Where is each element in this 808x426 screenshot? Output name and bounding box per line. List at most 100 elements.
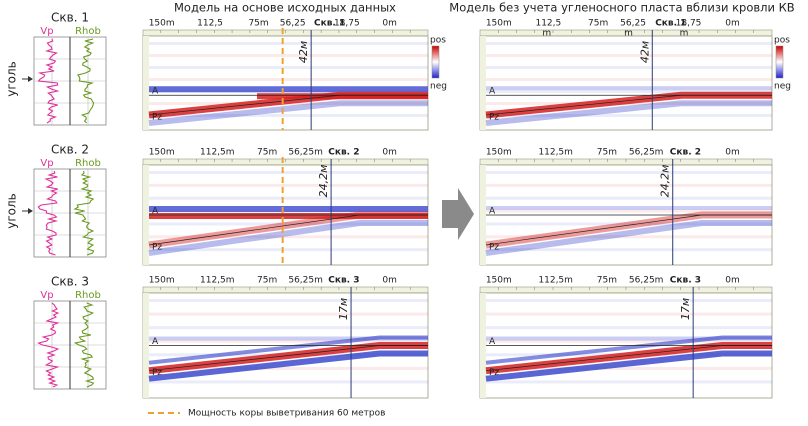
panel-side [480,36,486,130]
panel-side [143,293,149,398]
seismic-band [486,86,772,90]
axis-label: 75m [588,19,608,29]
panel-side [480,165,486,265]
axis-label: 112,5m [200,276,235,286]
rhob-label: Rhob [75,290,101,301]
well-name: Скв. 1 [51,11,89,25]
seismic-stripe [149,184,428,187]
axis-label: 112,5m [538,148,573,158]
axis-label: 56,25m [288,276,323,286]
vp-label: Vp [40,26,53,37]
horizon-label: A [152,207,159,217]
axis-label: 150m [149,276,175,286]
panel-side [143,165,149,265]
axis-label: 0m [382,148,397,158]
axis-label: 75m [248,19,268,29]
seismic-stripe [486,78,772,81]
seismic-panel: APz42м150m112,575m56,25Скв. 118,750mposn… [143,19,447,131]
thickness-label: 42м [638,41,651,63]
unit-mark: m [680,29,689,39]
seismic-stripe [486,326,772,329]
seismic-stripe [149,54,428,57]
seismic-stripe [486,171,772,174]
horizon-label: A [489,87,496,97]
horizon-label: Pz [152,112,162,122]
axis-label: 18,75 [676,19,702,29]
coal-label: уголь [5,193,19,229]
horizon-label: A [152,337,159,347]
axis-label: 75m [597,276,617,286]
thickness-label: 42м [297,41,310,63]
figure: Модель на основе исходных данных Модель … [0,0,808,426]
seismic-stripe [149,299,428,302]
seismic-panel: APz42м150m112,575m56,25Скв. 118,750mmmmp… [480,19,791,131]
axis-label: 112,5m [538,276,573,286]
horizon-label: Pz [152,243,162,253]
seismic-band [149,206,428,212]
axis-label: 56,25m [629,276,664,286]
axis-label: 0m [382,276,397,286]
axis-label: 112,5 [197,19,223,29]
panel-side [480,293,486,398]
axis-label: 18,75 [334,19,360,29]
seismic-band [486,206,772,210]
axis-label: 0m [725,276,740,286]
axis-label: 112,5m [200,148,235,158]
seismic-stripe [149,197,428,200]
rhob-label: Rhob [75,26,101,37]
vp-label: Vp [40,158,53,169]
axis-label: 75m [257,148,277,158]
axis-label: 150m [486,148,512,158]
colorbar-pos: pos [774,36,790,46]
legend-text: Мощность коры выветривания 60 метров [188,409,385,419]
axis-label: 0m [382,19,397,29]
seismic-stripe [486,184,772,187]
axis-label: 150m [486,19,512,29]
axis-label: 75m [597,148,617,158]
seismic-stripe [486,42,772,45]
original-model-title: Модель на основе исходных данных [174,1,396,15]
thickness-label: 17м [337,298,350,320]
seismic-stripe [486,380,772,383]
coal-arrow-head [28,76,33,82]
axis-label: Скв. 3 [328,276,359,286]
seismic-stripe [486,54,772,57]
seismic-stripe [486,197,772,200]
seismic-stripe [149,313,428,316]
seismic-stripe [486,313,772,316]
horizon-label: Pz [489,112,499,122]
colorbar [432,46,439,78]
axis-label: 150m [149,148,175,158]
seismic-stripe [149,380,428,383]
axis-label: Скв. 2 [670,148,701,158]
thickness-label: 24,2м [317,165,330,198]
horizon-label: Pz [489,368,499,378]
seismic-stripe [486,299,772,302]
seismic-stripe [149,326,428,329]
axis-label: 150m [149,19,175,29]
modified-model-title: Модель без учета угленосного пласта вбли… [449,1,795,15]
horizon-label: A [489,337,496,347]
colorbar [776,46,783,78]
axis-label: 56,25 [620,19,646,29]
well-name: Скв. 2 [51,143,89,157]
unit-mark: m [624,29,633,39]
colorbar-neg: neg [430,82,447,92]
axis-label: 112,5 [535,19,561,29]
seismic-stripe [486,66,772,69]
thickness-label: 24,2м [659,165,672,198]
horizon-label: Pz [489,243,499,253]
axis-label: 56,25 [280,19,306,29]
unit-mark: m [542,29,551,39]
axis-label: 56,25m [629,148,664,158]
transition-arrow [442,188,474,240]
seismic-stripe [149,171,428,174]
vp-label: Vp [40,290,53,301]
axis-label: Скв. 2 [328,148,359,158]
horizon-label: Pz [152,368,162,378]
seismic-stripe [149,78,428,81]
axis-label: 0m [725,148,740,158]
